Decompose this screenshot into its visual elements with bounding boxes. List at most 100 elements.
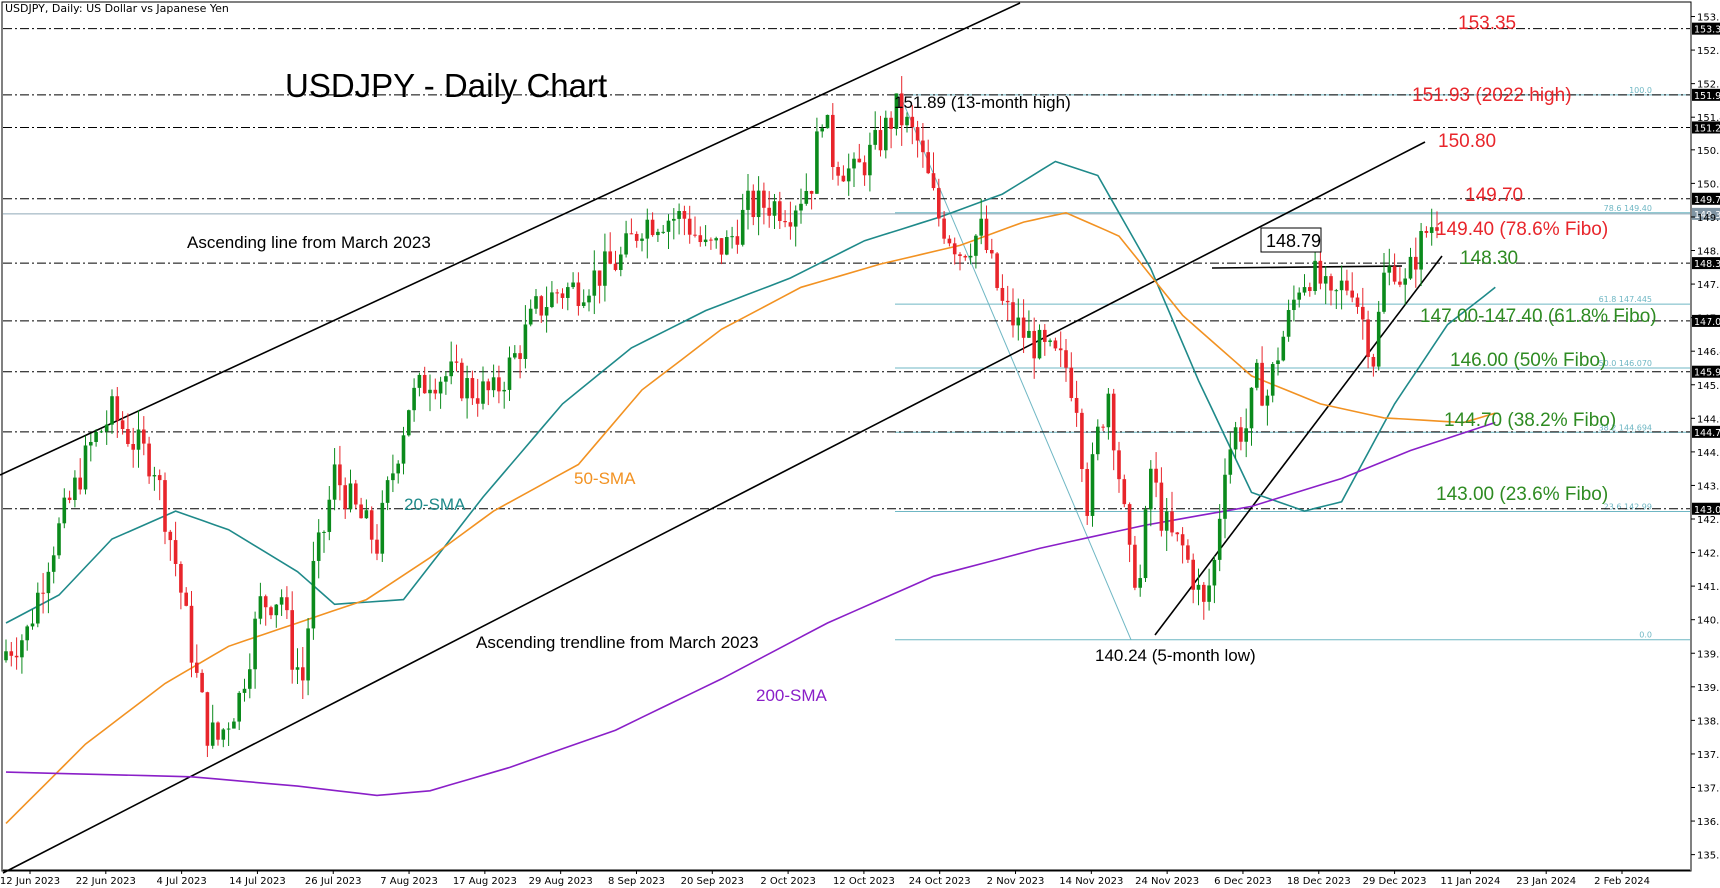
candle-body bbox=[1233, 427, 1238, 450]
time-tick-label: 22 Jun 2023 bbox=[76, 876, 136, 887]
candle-body bbox=[428, 389, 432, 394]
candle-body bbox=[1329, 276, 1333, 291]
candle-body bbox=[1138, 578, 1142, 588]
level-tag bbox=[1692, 425, 1720, 438]
price-tick-label: 153.610 bbox=[1697, 13, 1720, 24]
candle-body bbox=[1292, 299, 1296, 311]
fibo-label: 78.6 149.40 bbox=[1604, 204, 1652, 213]
candle-body bbox=[62, 497, 67, 524]
candle-body bbox=[1429, 227, 1434, 233]
candle-body bbox=[401, 435, 406, 464]
candle-body bbox=[1016, 317, 1021, 326]
candle-body bbox=[454, 361, 459, 363]
candle-body bbox=[645, 219, 650, 239]
candle-body bbox=[1244, 428, 1248, 442]
candle-body bbox=[1117, 450, 1121, 480]
candle-body bbox=[438, 381, 443, 394]
candle-body bbox=[603, 251, 607, 286]
candle-body bbox=[815, 131, 819, 194]
candle-body bbox=[1382, 272, 1386, 312]
candle-body bbox=[1191, 559, 1195, 590]
level-tag-text: 144.700 bbox=[1694, 428, 1720, 439]
candle-body bbox=[952, 243, 957, 255]
candle-body bbox=[1366, 319, 1370, 357]
fibo-label: 100.0 bbox=[1629, 86, 1652, 95]
sma20-label: 20-SMA bbox=[404, 495, 466, 514]
candle-body bbox=[189, 605, 194, 663]
chart-title: USDJPY - Daily Chart bbox=[285, 67, 607, 104]
price-tick-label: 149.310 bbox=[1697, 213, 1720, 224]
level-tag bbox=[1692, 88, 1720, 101]
price-tick-label: 142.830 bbox=[1697, 515, 1720, 526]
fibo-label: 23.6 142.99 bbox=[1604, 503, 1652, 512]
candle-body bbox=[89, 441, 93, 446]
candle-body bbox=[354, 483, 358, 505]
candle-body bbox=[1058, 348, 1063, 351]
candle-body bbox=[4, 651, 8, 661]
time-tick-label: 20 Sep 2023 bbox=[681, 876, 744, 887]
level-tag-text: 147.077 bbox=[1694, 317, 1720, 328]
candle-body bbox=[566, 287, 570, 298]
candle-body bbox=[385, 480, 390, 503]
candle-body bbox=[624, 233, 628, 255]
candle-body bbox=[889, 117, 893, 129]
candle-body bbox=[99, 431, 104, 433]
level-tag bbox=[1692, 365, 1720, 378]
candle-body bbox=[1037, 329, 1042, 359]
candle-body bbox=[518, 353, 522, 359]
level-tag-text: 151.930 bbox=[1694, 91, 1720, 102]
candle-body bbox=[661, 231, 665, 233]
level-label-143-00: 143.00 (23.6% Fibo) bbox=[1436, 484, 1608, 505]
candle-body bbox=[491, 377, 496, 391]
candle-body bbox=[619, 254, 623, 270]
channel-lower-line bbox=[2, 141, 1426, 874]
candle-body bbox=[1265, 395, 1270, 406]
recent-high-annotation: 148.79 bbox=[1266, 231, 1321, 251]
candle-body bbox=[417, 374, 422, 388]
candle-body bbox=[94, 431, 98, 442]
candle-body bbox=[1159, 482, 1164, 531]
level-label-153-35: 153.35 bbox=[1458, 13, 1516, 34]
level-label-149-40: 149.40 (78.6% Fibo) bbox=[1436, 219, 1608, 240]
candle-body bbox=[1249, 387, 1254, 429]
candle-body bbox=[947, 238, 952, 244]
price-tick-label: 147.150 bbox=[1697, 314, 1720, 325]
sma-line bbox=[5, 421, 1496, 797]
candle-body bbox=[1408, 256, 1413, 279]
candle-body bbox=[216, 722, 220, 740]
candle-body bbox=[544, 307, 549, 316]
time-tick-label: 14 Nov 2023 bbox=[1059, 876, 1123, 887]
candle-body bbox=[910, 116, 915, 128]
candle-body bbox=[380, 502, 385, 554]
candle-body bbox=[343, 485, 347, 510]
candle-body bbox=[306, 628, 310, 681]
time-tick-label: 2 Oct 2023 bbox=[760, 876, 815, 887]
time-tick-label: 6 Dec 2023 bbox=[1214, 876, 1272, 887]
candle-body bbox=[862, 162, 867, 176]
candle-body bbox=[793, 210, 798, 227]
candle-body bbox=[444, 376, 448, 382]
candle-body bbox=[152, 475, 157, 477]
candle-body bbox=[958, 254, 962, 257]
low-annotation: 140.24 (5-month low) bbox=[1095, 646, 1256, 665]
candle-body bbox=[894, 93, 899, 129]
current-price-tag-text: 149.376 bbox=[1694, 210, 1720, 221]
candle-body bbox=[804, 190, 809, 204]
candle-body bbox=[693, 234, 697, 236]
candle-body bbox=[147, 443, 151, 477]
candle-body bbox=[1127, 504, 1132, 545]
price-tick-label: 139.230 bbox=[1697, 683, 1720, 694]
candle-body bbox=[396, 463, 400, 474]
candle-body bbox=[799, 203, 803, 211]
level-tag-text: 153.347 bbox=[1694, 25, 1720, 36]
time-tick-label: 23 Jan 2024 bbox=[1516, 876, 1576, 887]
candle-body bbox=[1021, 317, 1026, 338]
level-tag-text: 143.046 bbox=[1694, 505, 1720, 516]
candle-body bbox=[762, 190, 766, 208]
candle-body bbox=[364, 510, 369, 519]
candle-body bbox=[730, 236, 734, 238]
time-tick-label: 24 Oct 2023 bbox=[909, 876, 971, 887]
time-axis: 12 Jun 2023 22 Jun 2023 4 Jul 2023 14 Jul 2… bbox=[0, 869, 1690, 887]
candle-body bbox=[878, 130, 883, 151]
price-tick-label: 148.590 bbox=[1697, 247, 1720, 258]
